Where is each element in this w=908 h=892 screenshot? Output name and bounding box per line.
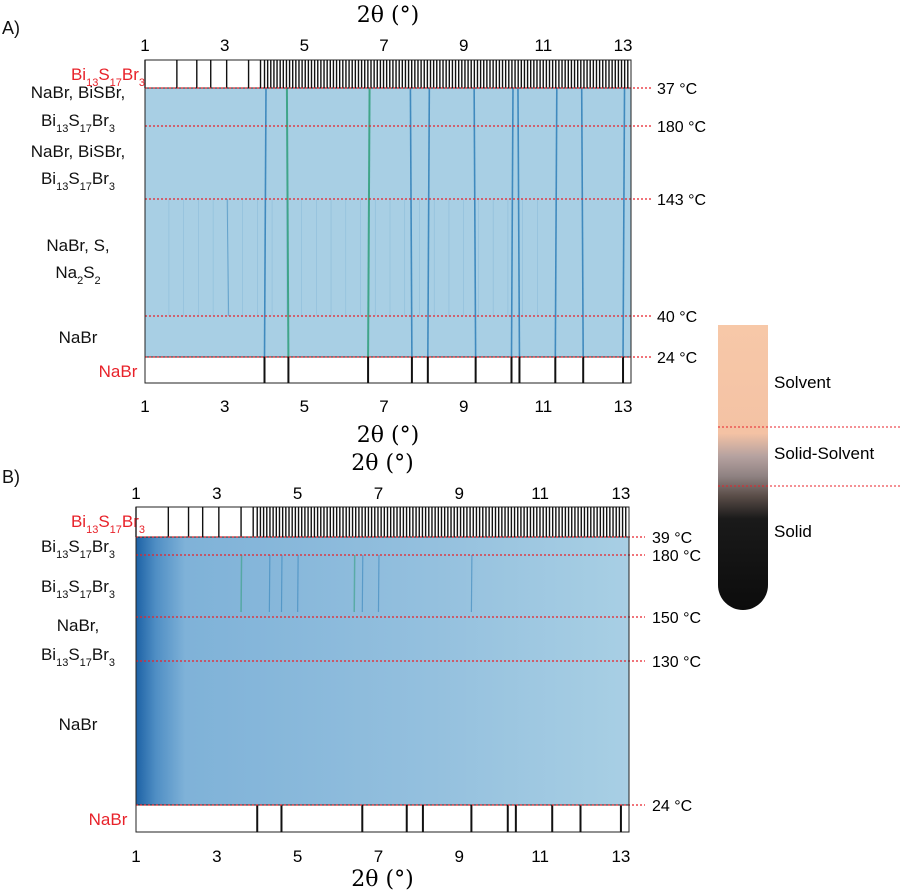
peak-trace-A <box>473 87 477 358</box>
tick-label-bottom-B: 7 <box>374 847 383 866</box>
x-axis-title-bottom-B: 2θ (°) <box>351 867 413 892</box>
tick-label-bottom-B: 13 <box>611 847 630 866</box>
tick-label-bottom-B: 11 <box>531 847 549 866</box>
tick-label-top-B: 7 <box>374 484 383 503</box>
tick-label-bottom-B: 1 <box>131 847 140 866</box>
phase-label-A: NaBr, BiSBr, <box>31 83 125 102</box>
temperature-label-B: 130 °C <box>652 654 701 671</box>
reference-box-bottom-B <box>135 804 630 833</box>
phase-label-A: NaBr, S, <box>46 236 109 255</box>
temperature-label-B: 150 °C <box>652 610 701 627</box>
temperature-label-A: 180 °C <box>657 119 706 136</box>
temperature-label-A: 37 °C <box>657 81 697 98</box>
tick-label-top-A: 7 <box>379 36 388 55</box>
legend-tube <box>718 325 768 610</box>
peak-trace-B <box>361 554 364 613</box>
tick-label-bottom-A: 11 <box>535 397 553 416</box>
reference-name-bottom-B: NaBr <box>89 810 128 829</box>
phase-label-B: Bi13S17Br3 <box>41 645 115 669</box>
peak-trace-A <box>510 87 514 358</box>
tick-label-top-A: 9 <box>459 36 468 55</box>
peak-trace-A <box>427 87 431 358</box>
peak-trace-A <box>263 87 267 358</box>
tick-label-top-A: 11 <box>535 36 553 55</box>
legend-label-solid: Solid <box>774 522 812 541</box>
peak-trace-A <box>367 87 371 358</box>
reference-box-bottom-A <box>144 356 632 384</box>
reference-name-top-B: Bi13S17Br3 <box>71 512 145 536</box>
tick-label-top-B: 9 <box>455 484 464 503</box>
heatmap-background-B <box>136 537 629 805</box>
panel-label-B: B) <box>2 467 20 487</box>
phase-label-A: Bi13S17Br3 <box>41 111 115 135</box>
tick-label-bottom-A: 1 <box>140 397 149 416</box>
peak-trace-A <box>226 198 230 317</box>
x-axis-title-top-A: 2θ (°) <box>357 3 419 28</box>
peak-trace-B <box>280 554 283 613</box>
peak-trace-B <box>470 554 473 613</box>
tick-label-top-B: 13 <box>611 484 630 503</box>
x-axis-title-top-B: 2θ (°) <box>351 451 413 476</box>
phase-label-B: NaBr, <box>57 616 100 635</box>
phase-label-A: NaBr, BiSBr, <box>31 142 125 161</box>
peak-trace-A <box>409 87 413 358</box>
tick-label-top-B: 11 <box>531 484 549 503</box>
reference-name-bottom-A: NaBr <box>99 362 138 381</box>
reference-box-top-A <box>144 59 632 89</box>
temperature-label-B: 24 °C <box>652 798 692 815</box>
tick-label-top-A: 1 <box>140 36 149 55</box>
phase-label-A: Na2S2 <box>55 263 100 287</box>
temperature-label-A: 24 °C <box>657 350 697 367</box>
tick-label-bottom-B: 5 <box>293 847 302 866</box>
tick-label-bottom-A: 13 <box>614 397 633 416</box>
tick-label-top-B: 1 <box>131 484 140 503</box>
tick-label-bottom-A: 9 <box>459 397 468 416</box>
panel-label-A: A) <box>2 18 20 38</box>
legend-label-solvent: Solvent <box>774 373 831 392</box>
peak-trace-A <box>554 87 558 358</box>
temperature-label-B: 180 °C <box>652 548 701 565</box>
temperature-label-A: 40 °C <box>657 309 697 326</box>
peak-trace-B <box>353 554 356 613</box>
peak-trace-B <box>377 554 380 613</box>
peak-trace-A <box>580 87 584 358</box>
tick-label-top-A: 13 <box>614 36 633 55</box>
phase-label-B: NaBr <box>59 715 98 734</box>
tick-label-top-B: 5 <box>293 484 302 503</box>
peak-trace-A <box>285 87 290 358</box>
tick-label-bottom-B: 3 <box>212 847 221 866</box>
phase-label-B: Bi13S17Br3 <box>41 537 115 561</box>
tick-label-top-A: 3 <box>220 36 229 55</box>
x-axis-title-bottom-A: 2θ (°) <box>357 423 419 448</box>
phase-label-A: NaBr <box>59 328 98 347</box>
tick-label-bottom-A: 3 <box>220 397 229 416</box>
peak-trace-A <box>517 87 521 358</box>
peak-trace-B <box>268 554 271 613</box>
tick-label-bottom-B: 9 <box>455 847 464 866</box>
peak-trace-B <box>297 554 299 613</box>
temperature-label-B: 39 °C <box>652 530 692 547</box>
tick-label-bottom-A: 7 <box>379 397 388 416</box>
heatmap-background-A <box>145 88 631 357</box>
phase-label-B: Bi13S17Br3 <box>41 577 115 601</box>
peak-trace-A <box>622 87 626 358</box>
legend-label-solid-solvent: Solid-Solvent <box>774 444 874 463</box>
tick-label-top-A: 5 <box>300 36 309 55</box>
reference-box-top-B <box>135 506 630 538</box>
tick-label-top-B: 3 <box>212 484 221 503</box>
phase-label-A: Bi13S17Br3 <box>41 169 115 193</box>
tick-label-bottom-A: 5 <box>300 397 309 416</box>
peak-trace-B <box>240 554 243 613</box>
temperature-label-A: 143 °C <box>657 192 706 209</box>
reference-name-top-A: Bi13S17Br3 <box>71 65 145 89</box>
